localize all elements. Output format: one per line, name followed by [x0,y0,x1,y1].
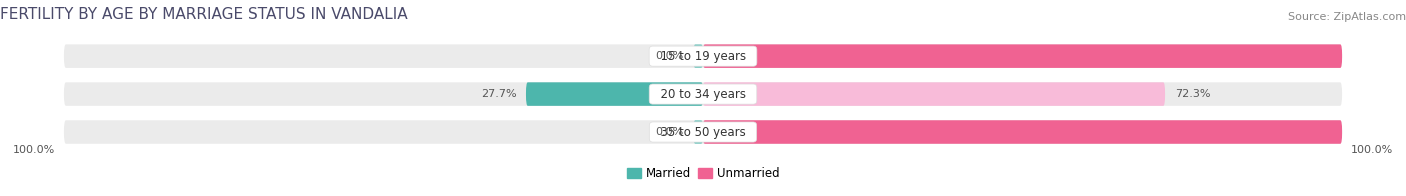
FancyBboxPatch shape [703,44,1343,68]
Text: 15 to 19 years: 15 to 19 years [652,50,754,63]
Text: 72.3%: 72.3% [1174,89,1211,99]
Text: 0.0%: 0.0% [655,51,683,61]
Text: 100.0%: 100.0% [1351,127,1393,137]
Legend: Married, Unmarried: Married, Unmarried [621,162,785,185]
Text: 100.0%: 100.0% [1351,51,1393,61]
Text: 100.0%: 100.0% [13,145,55,155]
FancyBboxPatch shape [703,120,1343,144]
FancyBboxPatch shape [63,44,1343,68]
FancyBboxPatch shape [703,82,1166,106]
FancyBboxPatch shape [693,44,703,68]
FancyBboxPatch shape [693,120,703,144]
FancyBboxPatch shape [63,82,1343,106]
Text: Source: ZipAtlas.com: Source: ZipAtlas.com [1288,12,1406,22]
Text: 35 to 50 years: 35 to 50 years [652,125,754,139]
Text: 100.0%: 100.0% [1351,145,1393,155]
FancyBboxPatch shape [526,82,703,106]
Text: 27.7%: 27.7% [481,89,516,99]
Text: 20 to 34 years: 20 to 34 years [652,88,754,101]
Text: 0.0%: 0.0% [655,127,683,137]
FancyBboxPatch shape [63,120,1343,144]
Text: FERTILITY BY AGE BY MARRIAGE STATUS IN VANDALIA: FERTILITY BY AGE BY MARRIAGE STATUS IN V… [0,7,408,22]
